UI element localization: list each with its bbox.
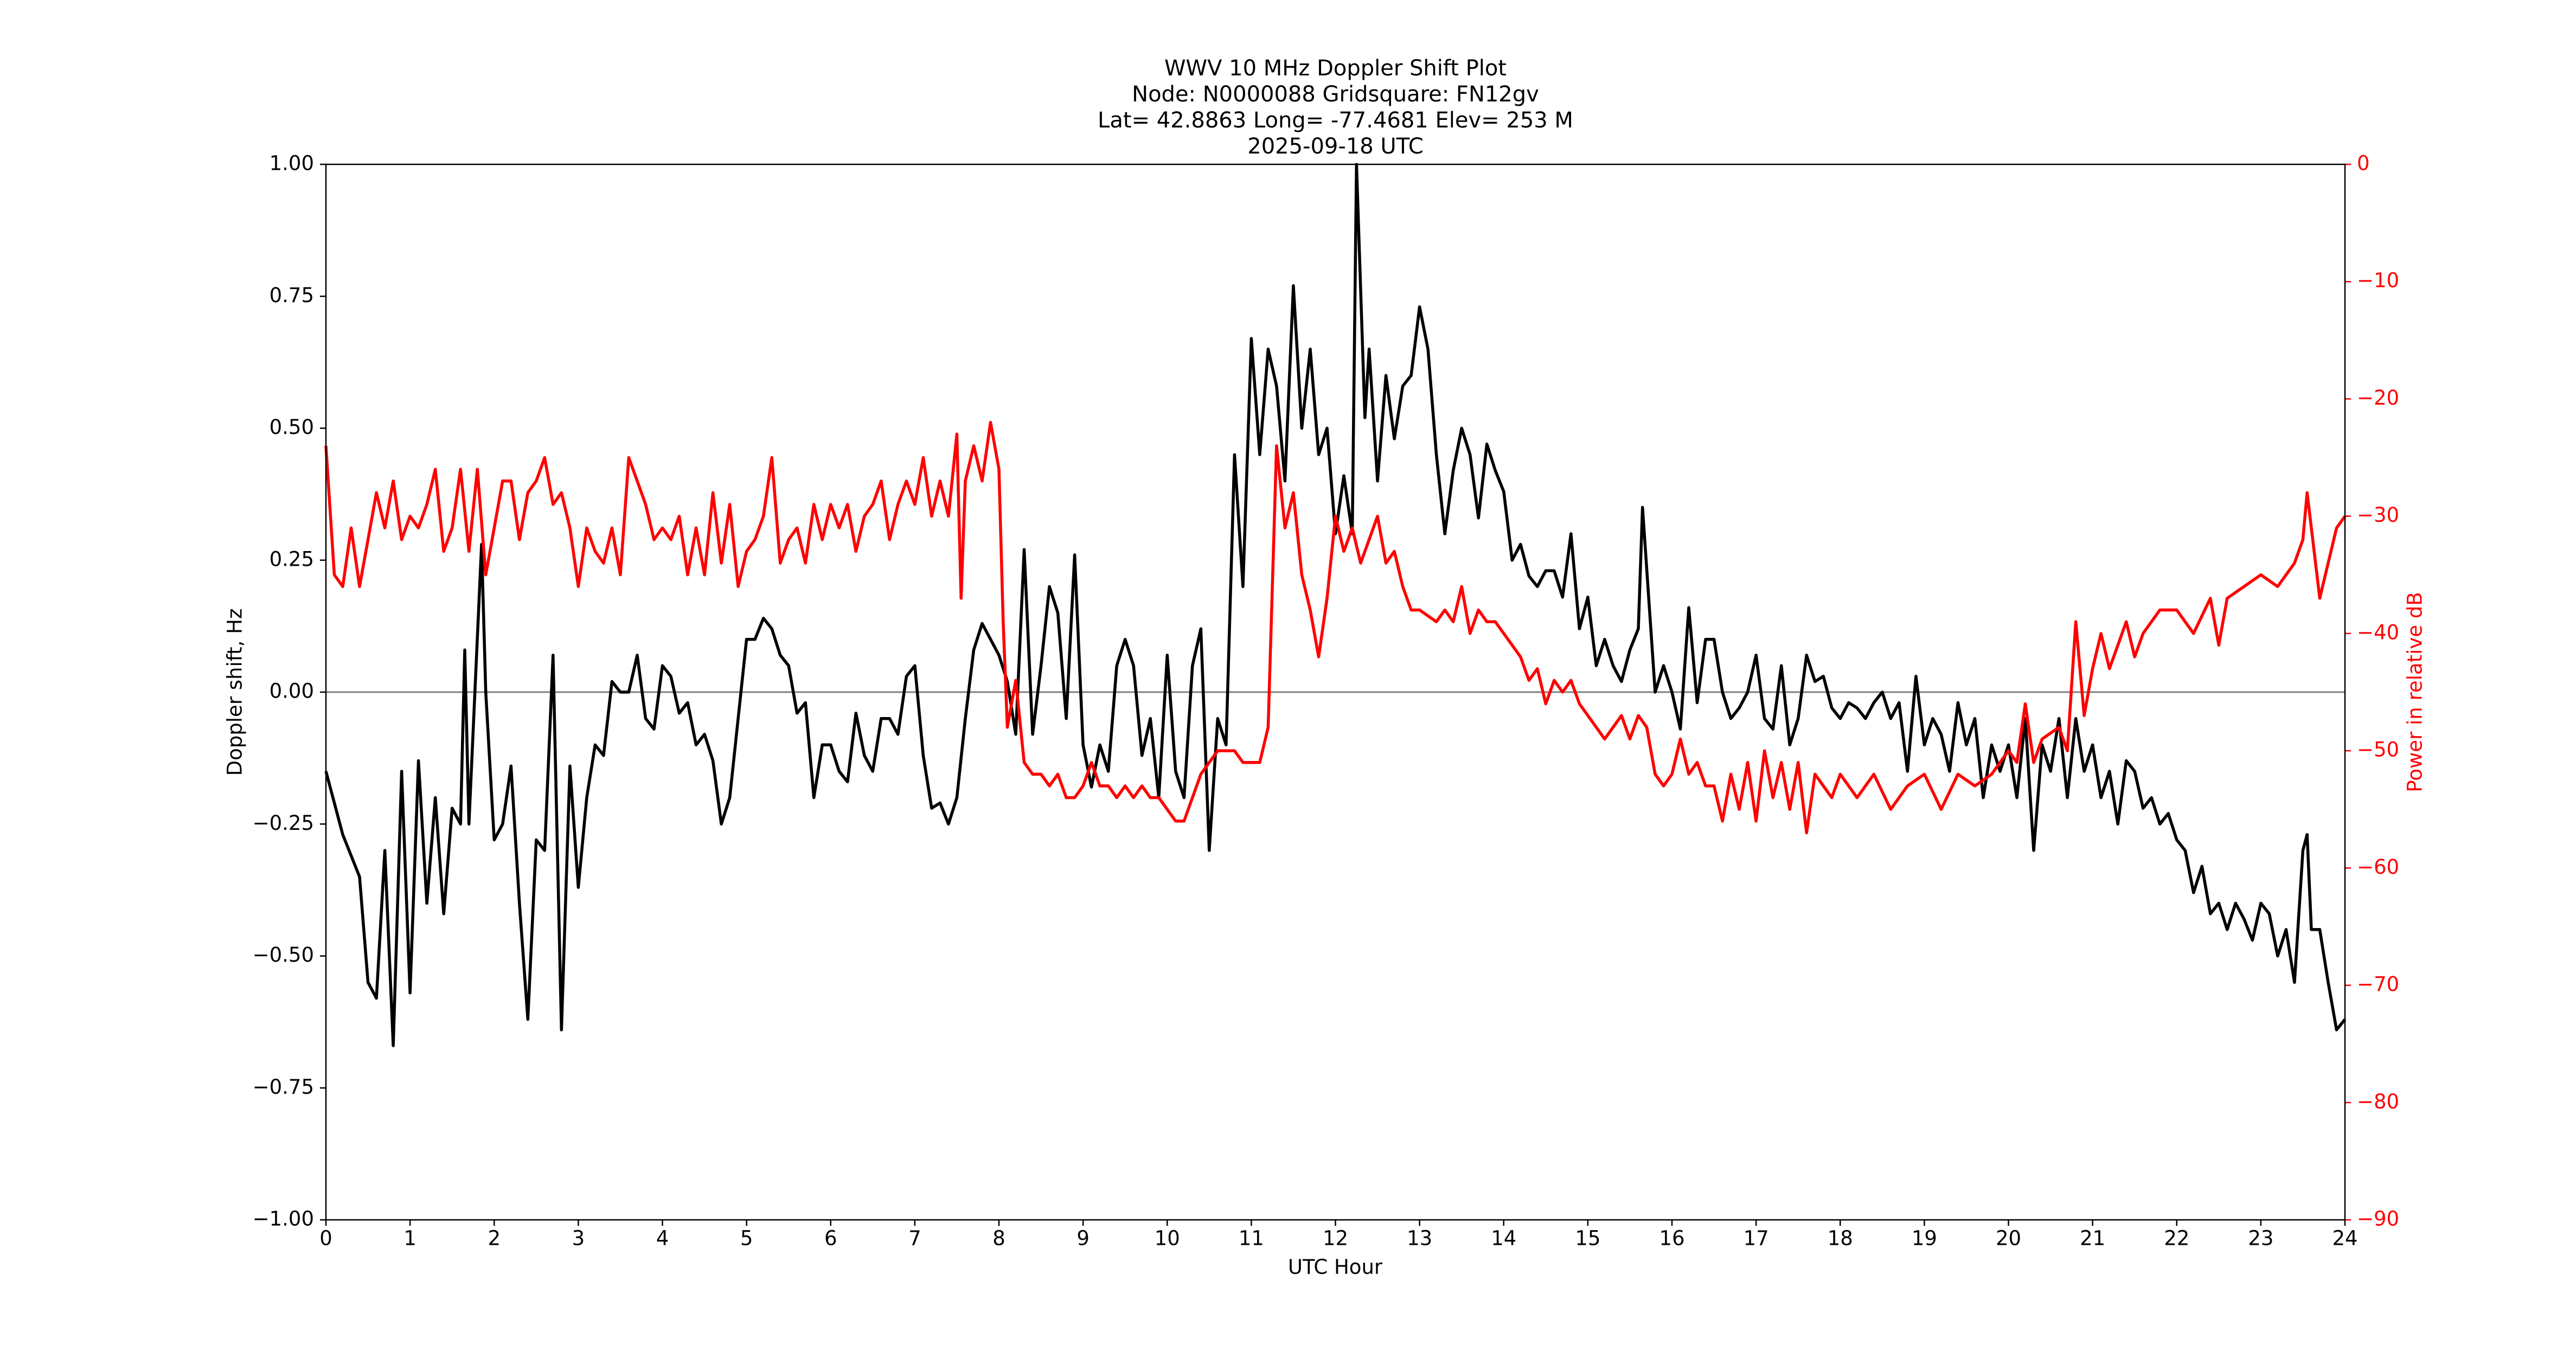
chart-title: WWV 10 MHz Doppler Shift Plot	[1164, 56, 1507, 81]
y2-tick-label: −20	[2357, 386, 2399, 410]
y2-tick-label: −30	[2357, 503, 2399, 527]
y-tick-label: 0.00	[270, 680, 314, 703]
x-axis-label: UTC Hour	[1288, 1256, 1383, 1279]
x-tick-label: 9	[1076, 1227, 1090, 1250]
x-tick-label: 22	[2164, 1227, 2189, 1250]
x-tick-label: 15	[1575, 1227, 1600, 1250]
y-tick-label: 1.00	[270, 152, 314, 175]
x-tick-label: 24	[2332, 1227, 2357, 1250]
y-axis-label: Doppler shift, Hz	[223, 609, 247, 776]
x-tick-label: 16	[1659, 1227, 1684, 1250]
y2-tick-label: −90	[2357, 1207, 2399, 1231]
y-tick-label: −0.25	[253, 811, 314, 835]
x-tick-label: 10	[1155, 1227, 1180, 1250]
y-tick-label: 0.75	[270, 284, 314, 307]
x-tick-label: 14	[1491, 1227, 1516, 1250]
y2-tick-label: −80	[2357, 1090, 2399, 1113]
x-tick-label: 8	[992, 1227, 1005, 1250]
y-tick-label: −0.75	[253, 1075, 314, 1098]
x-tick-label: 2	[488, 1227, 501, 1250]
data-line	[324, 163, 2347, 1047]
chart-title: Node: N0000088 Gridsquare: FN12gv	[1132, 82, 1539, 107]
y-tick-label: −0.50	[253, 943, 314, 967]
x-tick-label: 7	[908, 1227, 921, 1250]
x-tick-label: 17	[1744, 1227, 1769, 1250]
x-tick-label: 0	[319, 1227, 332, 1250]
y-tick-label: −1.00	[253, 1207, 314, 1231]
x-tick-label: 21	[2080, 1227, 2105, 1250]
x-tick-label: 5	[740, 1227, 753, 1250]
chart-title: Lat= 42.8863 Long= -77.4681 Elev= 253 M	[1098, 108, 1573, 133]
x-tick-label: 18	[1828, 1227, 1853, 1250]
chart-title: 2025-09-18 UTC	[1247, 134, 1423, 159]
x-tick-label: 12	[1323, 1227, 1348, 1250]
x-tick-label: 11	[1239, 1227, 1264, 1250]
y2-tick-label: −70	[2357, 973, 2399, 996]
y2-tick-label: −40	[2357, 621, 2399, 644]
plot-frame	[325, 163, 2346, 1221]
x-tick-label: 4	[656, 1227, 669, 1250]
x-tick-label: 23	[2248, 1227, 2273, 1250]
x-tick-label: 3	[572, 1227, 585, 1250]
x-tick-label: 20	[1996, 1227, 2021, 1250]
y2-tick-label: −10	[2357, 269, 2399, 292]
y2-tick-label: −60	[2357, 855, 2399, 879]
y2-axis-label: Power in relative dB	[2404, 592, 2427, 792]
data-line	[324, 420, 2347, 835]
x-tick-label: 1	[403, 1227, 416, 1250]
y2-tick-label: 0	[2357, 152, 2370, 175]
x-tick-label: 19	[1912, 1227, 1937, 1250]
x-tick-label: 13	[1407, 1227, 1432, 1250]
y2-tick-label: −50	[2357, 738, 2399, 762]
y-tick-label: 0.50	[270, 415, 314, 439]
y-tick-label: 0.25	[270, 547, 314, 571]
x-tick-label: 6	[824, 1227, 837, 1250]
